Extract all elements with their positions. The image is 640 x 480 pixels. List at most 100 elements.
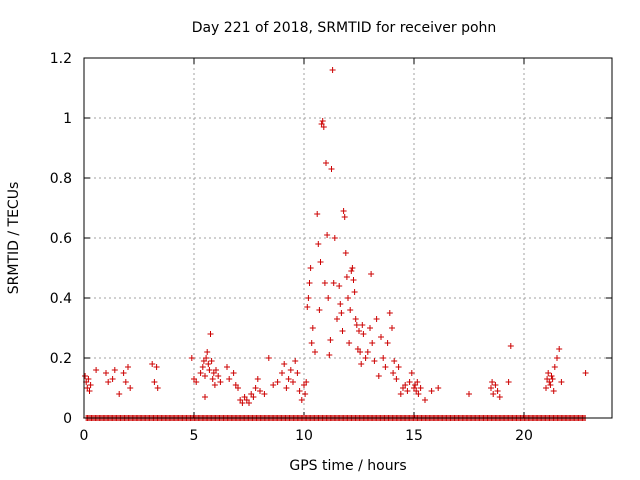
data-point-109: [349, 265, 356, 271]
data-point-61: [283, 385, 290, 391]
data-point-55: [261, 391, 268, 397]
data-point-167: [548, 373, 555, 379]
data-point-87: [323, 160, 329, 166]
data-point-94: [330, 280, 337, 286]
data-point-138: [397, 391, 404, 397]
data-point-157: [492, 382, 499, 388]
data-point-151: [428, 388, 435, 394]
data-point-73: [305, 295, 312, 301]
y-tick-label-1: 0.2: [50, 351, 72, 367]
data-point-88: [324, 232, 331, 238]
data-point-124: [369, 340, 376, 346]
data-point-118: [359, 322, 366, 328]
data-point-44: [235, 385, 241, 391]
data-point-121: [364, 349, 371, 355]
data-point-76: [308, 340, 315, 346]
x-tick-label-0: 0: [80, 428, 89, 444]
data-point-134: [390, 370, 397, 376]
y-tick-label-5: 1: [63, 111, 72, 127]
data-point-20: [188, 355, 195, 361]
data-point-49: [246, 400, 252, 406]
data-point-3: [85, 376, 92, 382]
data-point-15: [127, 385, 134, 391]
data-point-32: [208, 358, 215, 364]
data-point-106: [346, 340, 353, 346]
data-point-122: [367, 325, 373, 331]
data-point-128: [378, 334, 384, 340]
data-point-19: [154, 385, 161, 391]
data-point-77: [309, 325, 316, 331]
data-point-166: [547, 382, 554, 388]
data-point-162: [543, 385, 549, 391]
data-point-96: [334, 316, 340, 322]
data-point-160: [505, 379, 512, 385]
data-point-40: [224, 364, 230, 370]
data-point-54: [257, 388, 263, 394]
data-point-79: [314, 211, 321, 217]
axis-ticks: 0 5 10 15 20 0 0.2 0.4 0.6 0.8 1 1.2: [50, 51, 612, 444]
data-point-153: [466, 391, 472, 397]
data-point-33: [209, 376, 216, 382]
data-point-108: [348, 268, 355, 274]
x-tick-label-3: 15: [405, 428, 423, 444]
x-axis-label: GPS time / hours: [289, 458, 406, 474]
data-point-39: [202, 394, 208, 400]
data-point-143: [408, 370, 415, 376]
data-point-11: [116, 391, 123, 397]
y-tick-label-6: 1.2: [50, 51, 72, 67]
data-point-102: [341, 214, 348, 220]
data-point-59: [279, 370, 285, 376]
data-point-38: [217, 379, 224, 385]
data-point-149: [417, 385, 424, 391]
data-point-67: [296, 388, 303, 394]
data-point-7: [103, 370, 109, 376]
y-tick-label-0: 0: [63, 411, 72, 427]
data-point-93: [329, 67, 336, 73]
data-point-150: [422, 397, 428, 403]
data-point-31: [207, 331, 214, 337]
data-point-115: [356, 328, 362, 334]
data-point-171: [554, 355, 560, 361]
data-point-51: [250, 394, 257, 400]
data-point-97: [336, 283, 343, 289]
data-point-8: [105, 379, 112, 385]
data-point-91: [327, 337, 334, 343]
y-axis-label: SRMTID / TECUs: [6, 182, 22, 295]
data-point-6: [93, 367, 100, 373]
data-point-136: [393, 376, 400, 382]
data-point-168: [549, 376, 556, 382]
data-point-92: [328, 166, 335, 172]
y-tick-label-2: 0.4: [50, 291, 72, 307]
data-point-129: [380, 355, 387, 361]
data-point-125: [371, 358, 378, 364]
data-point-174: [582, 370, 589, 376]
data-point-36: [213, 367, 219, 373]
data-point-148: [415, 391, 422, 397]
data-point-65: [292, 358, 299, 364]
data-point-70: [302, 391, 309, 397]
data-point-89: [325, 295, 332, 301]
x-tick-label-1: 5: [190, 428, 199, 444]
data-point-126: [373, 316, 380, 322]
data-point-41: [226, 376, 233, 382]
data-point-147: [414, 379, 421, 385]
data-point-42: [230, 370, 237, 376]
data-point-141: [404, 388, 411, 394]
data-point-158: [494, 388, 501, 394]
data-point-140: [402, 382, 409, 388]
data-point-81: [316, 307, 323, 313]
data-point-172: [556, 346, 563, 352]
data-point-4: [86, 388, 93, 394]
plot-frame: [83, 57, 613, 419]
chart-title: Day 221 of 2018, SRMTID for receiver poh…: [192, 20, 497, 36]
data-point-120: [362, 355, 369, 361]
data-point-137: [395, 364, 402, 370]
y-tick-label-3: 0.6: [50, 231, 72, 247]
data-point-170: [551, 364, 558, 370]
data-point-85: [320, 124, 327, 130]
data-point-135: [391, 358, 398, 364]
data-point-110: [350, 277, 357, 283]
data-point-169: [550, 388, 557, 394]
x-tick-label-2: 10: [295, 428, 313, 444]
